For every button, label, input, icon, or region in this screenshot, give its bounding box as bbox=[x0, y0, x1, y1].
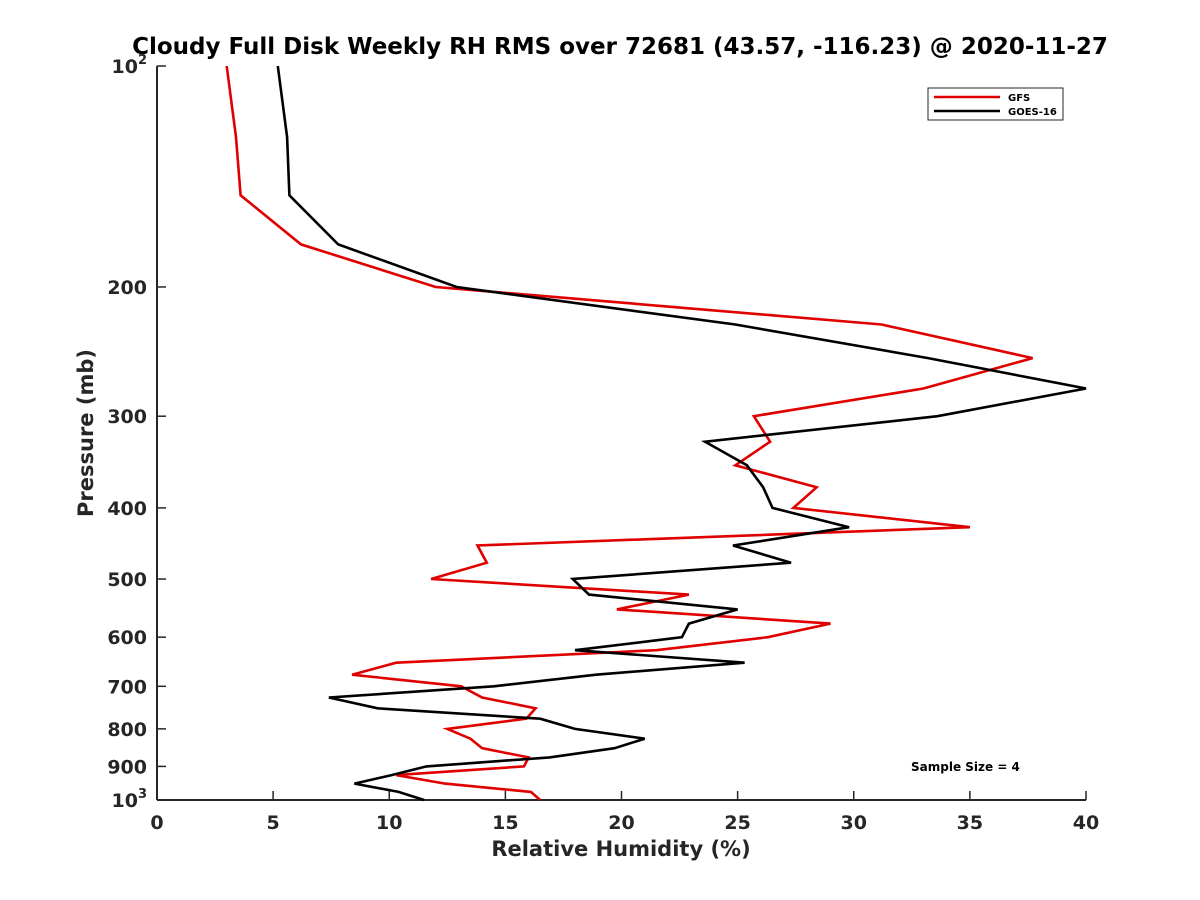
y-tick-label: 800 bbox=[107, 719, 147, 741]
y-tick-label: 900 bbox=[107, 756, 147, 778]
y-tick-exponent: 3 bbox=[138, 787, 147, 802]
sample-size-annotation: Sample Size = 4 bbox=[911, 760, 1020, 774]
y-tick-label: 103 bbox=[112, 787, 148, 812]
y-tick-base: 300 bbox=[107, 406, 147, 428]
series-line-gfs bbox=[225, 65, 1033, 801]
y-tick-base: 200 bbox=[107, 277, 147, 299]
series-group bbox=[225, 65, 1087, 802]
legend-box bbox=[927, 87, 1064, 121]
x-tick-label: 35 bbox=[957, 812, 983, 834]
y-tick-exponent: 2 bbox=[138, 53, 147, 68]
x-tick-label: 30 bbox=[841, 812, 867, 834]
y-tick-base: 10 bbox=[112, 790, 138, 812]
x-tick-label: 20 bbox=[608, 812, 634, 834]
y-tick-base: 900 bbox=[107, 756, 147, 778]
y-tick-base: 800 bbox=[107, 719, 147, 741]
y-tick-label: 102 bbox=[112, 53, 148, 78]
chart-title: Cloudy Full Disk Weekly RH RMS over 7268… bbox=[132, 34, 1108, 60]
x-tick-label: 15 bbox=[492, 812, 518, 834]
y-tick-label: 600 bbox=[107, 627, 147, 649]
x-tick-label: 0 bbox=[150, 812, 163, 834]
y-tick-base: 500 bbox=[107, 569, 147, 591]
y-tick-base: 400 bbox=[107, 498, 147, 520]
y-tick-label: 200 bbox=[107, 277, 147, 299]
series-line-goes-16 bbox=[276, 65, 1087, 802]
x-ticks: 0 5 10 15 20 25 30 35 40 bbox=[150, 791, 1099, 834]
y-tick-label: 500 bbox=[107, 569, 147, 591]
legend-label-gfs: GFS bbox=[1008, 93, 1030, 104]
y-tick-label: 700 bbox=[107, 676, 147, 698]
y-tick-label: 400 bbox=[107, 498, 147, 520]
x-tick-label: 40 bbox=[1073, 812, 1099, 834]
y-tick-base: 10 bbox=[112, 56, 138, 78]
y-axis-label: Pressure (mb) bbox=[74, 349, 98, 517]
legend-label-goes16: GOES-16 bbox=[1008, 107, 1057, 118]
y-tick-base: 700 bbox=[107, 676, 147, 698]
x-tick-label: 10 bbox=[376, 812, 402, 834]
y-tick-label: 300 bbox=[107, 406, 147, 428]
x-tick-label: 5 bbox=[267, 812, 280, 834]
y-tick-base: 600 bbox=[107, 627, 147, 649]
legend: GFS GOES-16 bbox=[927, 87, 1064, 121]
axes bbox=[156, 66, 1086, 801]
x-tick-label: 25 bbox=[724, 812, 750, 834]
x-axis-label: Relative Humidity (%) bbox=[491, 837, 750, 861]
